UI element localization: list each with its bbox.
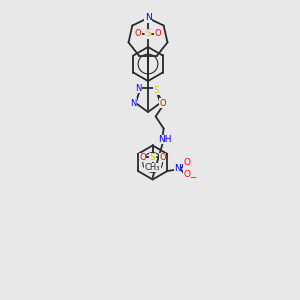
Text: CH₃: CH₃ xyxy=(145,163,161,172)
Text: O: O xyxy=(184,158,191,167)
Text: NH: NH xyxy=(158,135,171,144)
Text: O: O xyxy=(139,153,146,162)
Text: N: N xyxy=(130,98,137,107)
Text: O: O xyxy=(135,29,141,38)
Text: O: O xyxy=(155,29,161,38)
Text: N: N xyxy=(145,14,152,22)
Text: −: − xyxy=(189,173,196,182)
Text: S: S xyxy=(150,153,155,162)
Text: O: O xyxy=(184,170,191,179)
Text: N: N xyxy=(135,84,142,93)
Text: O: O xyxy=(159,98,166,107)
Text: S: S xyxy=(145,29,151,38)
Text: N: N xyxy=(174,164,181,173)
Text: +: + xyxy=(180,160,187,169)
Text: S: S xyxy=(154,86,160,95)
Text: O: O xyxy=(159,153,166,162)
